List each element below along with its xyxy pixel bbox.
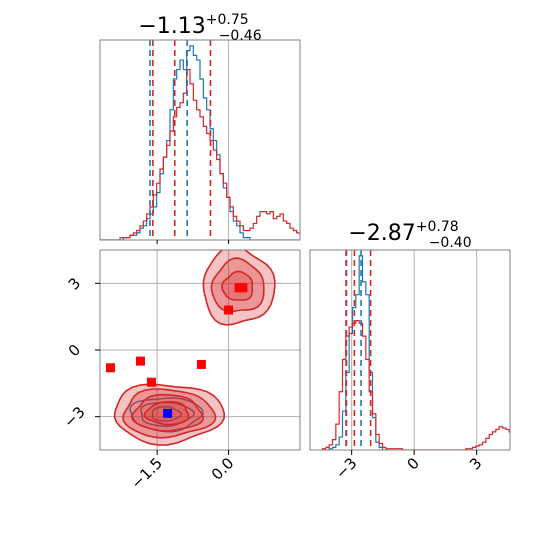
- marginal-2-xtick-label-2: 3: [466, 454, 485, 473]
- marginal-1-frame: [99, 39, 301, 241]
- marginal-1-title-lower: −0.46: [219, 28, 262, 44]
- joint-marker-4: [224, 305, 234, 315]
- joint-marker-7: [163, 408, 173, 418]
- marginal-histogram-param-2: −3 0 3: [309, 249, 511, 482]
- marginal-2-title-value: −2.87: [348, 221, 415, 246]
- joint-xtick-label-0: −1.5: [127, 454, 165, 492]
- marginal-1-title-value: −1.13: [138, 14, 205, 39]
- marginal-2-xtick-label-1: 0: [404, 454, 423, 473]
- marginal-2-frame: [309, 249, 511, 451]
- marginal-2-hist-series-1: [321, 319, 510, 450]
- joint-marker-3: [196, 359, 206, 369]
- marginal-1-title-upper: +0.75: [206, 12, 249, 28]
- joint-ytick-label-1: 0: [65, 341, 84, 360]
- marginal-2-hist-series-0: [322, 255, 390, 450]
- marginal-2-title: −2.87+0.78 −0.40: [348, 219, 471, 251]
- marginal-1-title: −1.13+0.75 −0.46: [138, 12, 261, 44]
- joint-plot-area: [100, 250, 300, 450]
- marginal-1-hist-series-1: [100, 68, 300, 240]
- joint-marker-2: [146, 377, 156, 387]
- joint-marker-0: [105, 363, 115, 373]
- joint-ytick-label-2: 3: [65, 274, 84, 293]
- joint-ytick-label-0: −3: [60, 403, 88, 431]
- joint-contour-panel: −1.5 0.0 −3 0 3: [60, 249, 301, 493]
- marginal-1-hist-series-0: [100, 45, 300, 240]
- joint-marker-6: [238, 283, 248, 293]
- marginal-histogram-param-1: [99, 39, 301, 244]
- joint-marker-1: [135, 356, 145, 366]
- marginal-2-title-lower: −0.40: [429, 235, 472, 251]
- marginal-2-xtick-label-0: −3: [332, 454, 360, 482]
- joint-xtick-label-1: 0.0: [208, 454, 238, 484]
- joint-contour-0-level-2: [151, 405, 183, 422]
- marginal-2-title-upper: +0.78: [416, 219, 459, 235]
